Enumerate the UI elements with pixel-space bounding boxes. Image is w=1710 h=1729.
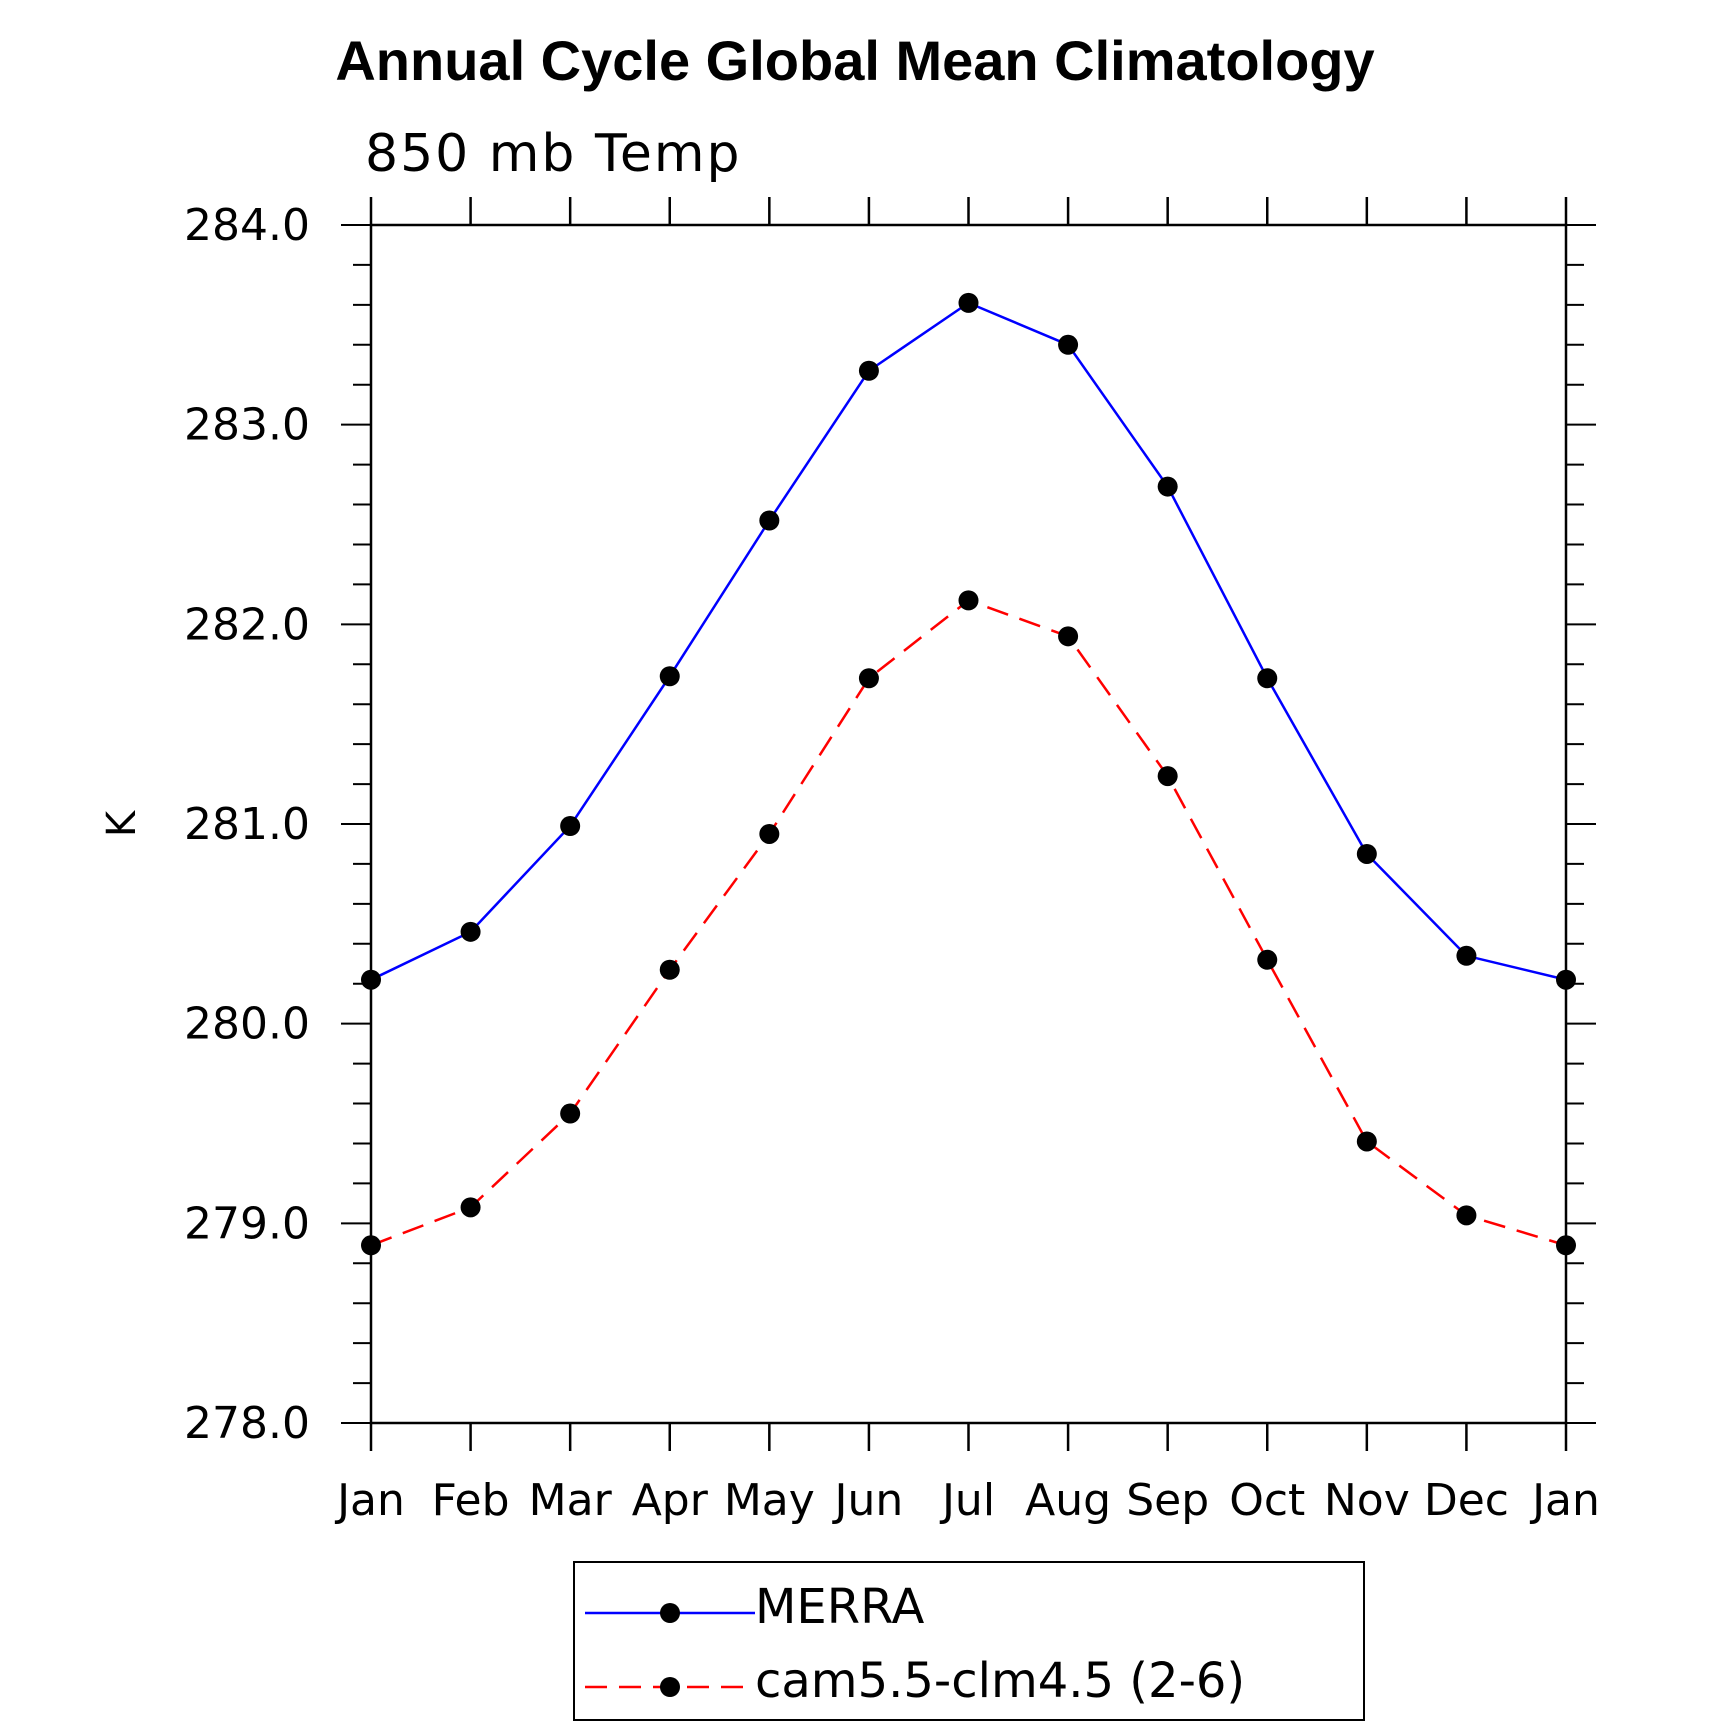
legend-label-merra: MERRA — [755, 1579, 925, 1635]
data-point — [560, 1103, 581, 1124]
data-point — [858, 360, 879, 381]
x-tick-label: Jan — [334, 1475, 405, 1526]
x-tick-labels: Jan Feb Mar Apr May Jun Jul Aug Sep Oct Nov Dec Jan — [334, 1475, 1600, 1526]
x-tick-label: Dec — [1424, 1475, 1509, 1526]
series-layer — [361, 292, 1576, 1256]
data-point — [659, 959, 680, 980]
data-point — [1058, 334, 1079, 355]
data-point — [759, 510, 780, 531]
chart-axes — [341, 197, 1596, 1451]
y-axis-label: K — [99, 809, 145, 837]
legend: MERRA cam5.5-clm4.5 (2-6) — [573, 1561, 1365, 1721]
legend-label-cam: cam5.5-clm4.5 (2-6) — [755, 1653, 1246, 1709]
data-point — [1456, 1205, 1477, 1226]
legend-item-merra: MERRA — [575, 1573, 1363, 1643]
y-tick-label: 280.0 — [184, 999, 310, 1050]
data-point — [361, 969, 381, 990]
data-point — [1157, 766, 1178, 787]
x-tick-label: Apr — [632, 1475, 709, 1526]
x-tick-label: May — [724, 1475, 815, 1526]
x-tick-label: Aug — [1025, 1475, 1111, 1526]
data-point — [1556, 1235, 1576, 1256]
chart-subtitle: 850 mb Temp — [365, 124, 742, 184]
x-tick-label: Jul — [939, 1475, 995, 1526]
data-point — [560, 815, 581, 836]
y-tick-label: 282.0 — [184, 599, 310, 650]
data-point — [1456, 945, 1477, 966]
data-point — [1356, 843, 1377, 864]
data-point — [958, 590, 979, 611]
y-tick-label: 283.0 — [184, 400, 310, 451]
y-tick-label: 284.0 — [184, 200, 310, 251]
data-point — [361, 1235, 381, 1256]
data-point — [1058, 626, 1079, 647]
series-1 — [361, 590, 1576, 1256]
x-tick-label: Jun — [832, 1475, 904, 1526]
data-point — [1356, 1131, 1377, 1152]
data-point — [1157, 476, 1178, 497]
x-tick-label: Jan — [1529, 1475, 1600, 1526]
x-tick-label: Sep — [1126, 1475, 1209, 1526]
series-line — [370, 301, 1567, 981]
legend-swatch-cam — [585, 1677, 755, 1697]
plot-frame — [369, 223, 1568, 1425]
legend-item-cam: cam5.5-clm4.5 (2-6) — [575, 1647, 1363, 1717]
y-tick-labels: 278.0 279.0 280.0 281.0 282.0 283.0 284.0 — [184, 200, 310, 1449]
series-0 — [361, 292, 1576, 990]
y-tick-label: 278.0 — [184, 1398, 310, 1449]
x-tick-label: Oct — [1229, 1475, 1305, 1526]
chart-title: Annual Cycle Global Mean Climatology — [335, 29, 1375, 92]
data-point — [1257, 949, 1278, 970]
data-point — [460, 921, 481, 942]
legend-swatch-merra — [585, 1603, 755, 1623]
data-point — [659, 666, 680, 687]
data-point — [759, 823, 780, 844]
y-tick-label: 281.0 — [184, 799, 310, 850]
series-line — [370, 598, 1567, 1247]
x-tick-label: Feb — [432, 1475, 510, 1526]
data-point — [1556, 969, 1576, 990]
data-point — [1257, 668, 1278, 689]
x-tick-label: Mar — [529, 1475, 613, 1526]
data-point — [858, 668, 879, 689]
x-tick-label: Nov — [1324, 1475, 1410, 1526]
data-point — [958, 292, 979, 313]
y-tick-label: 279.0 — [184, 1198, 310, 1249]
data-point — [460, 1197, 481, 1218]
